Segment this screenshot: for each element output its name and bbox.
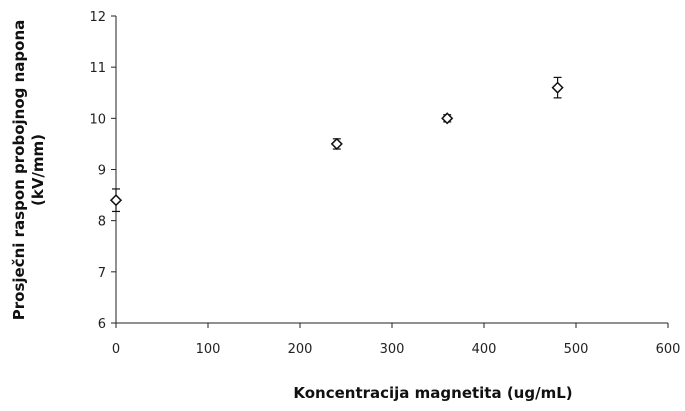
x-tick-label: 0 [112,342,120,357]
x-tick-label: 300 [380,342,405,357]
data-point-diamond [330,137,343,150]
data-points [109,76,564,213]
y-tick-label: 11 [89,61,106,76]
y-tick-label: 6 [98,317,106,332]
x-tick-label: 400 [472,342,497,357]
y-axis-title-line1: Prosječni raspon probojnog napona [10,20,28,320]
y-axis-title-line2: (kV/mm) [29,134,47,206]
y-tick-label: 8 [98,215,106,230]
x-tick-label: 600 [656,342,681,357]
y-tick-label: 12 [89,10,106,25]
data-point-diamond [109,194,123,207]
y-tick-label: 10 [89,112,106,127]
x-axis-ticks: 0 100 200 300 400 500 600 [112,323,681,357]
x-axis-title: Koncentracija magnetita (ug/mL) [293,384,572,402]
y-tick-label: 9 [98,164,106,179]
x-tick-label: 200 [288,342,313,357]
data-point-diamond [551,81,564,94]
data-point-diamond [441,112,454,125]
x-tick-label: 100 [196,342,221,357]
y-tick-label: 7 [98,266,106,281]
axes [115,16,668,324]
x-tick-label: 500 [564,342,589,357]
y-axis-ticks: 6 7 8 9 10 11 12 [89,10,116,332]
